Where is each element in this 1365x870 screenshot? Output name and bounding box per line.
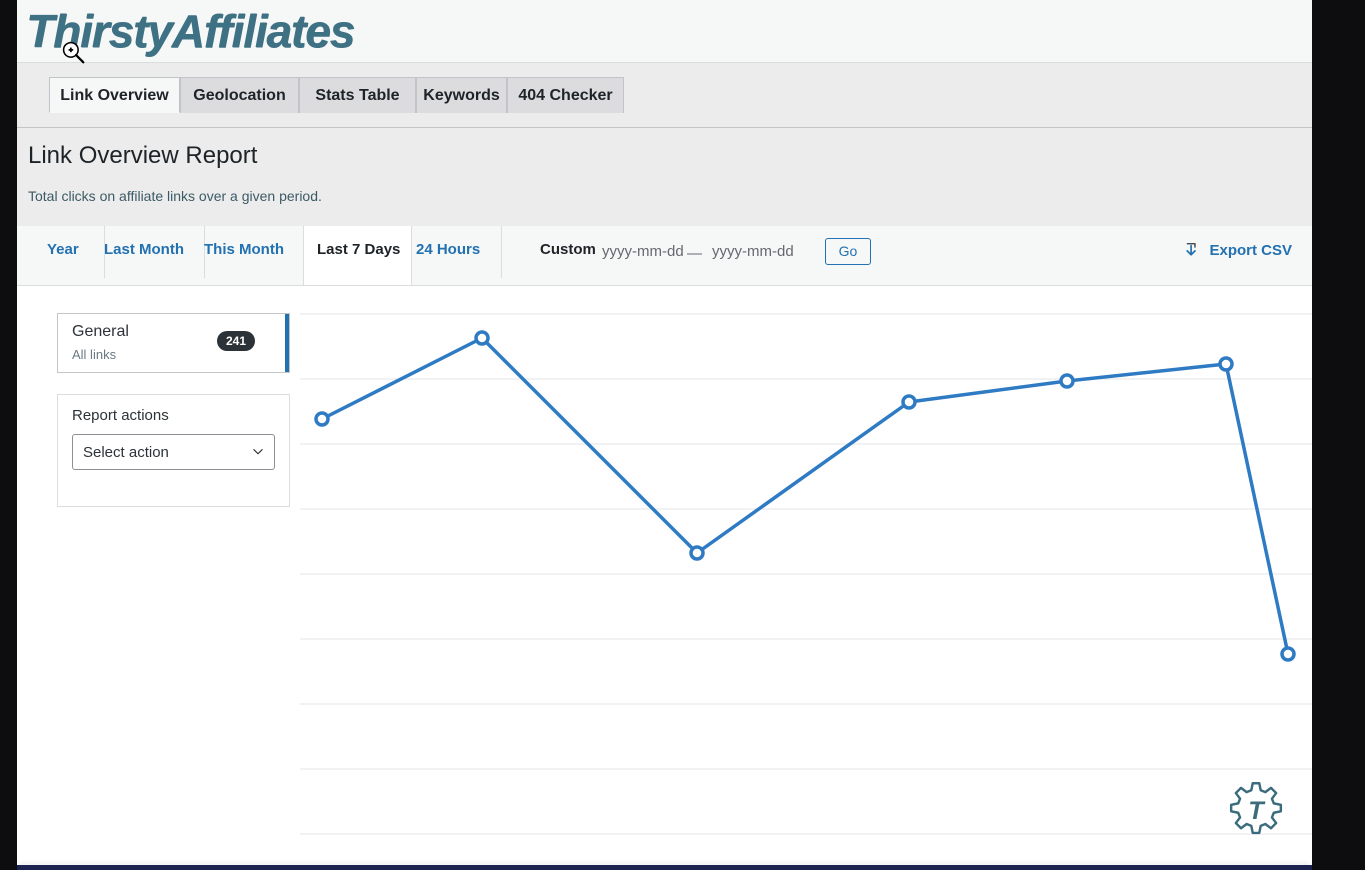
svg-text:T: T [1248,797,1266,825]
